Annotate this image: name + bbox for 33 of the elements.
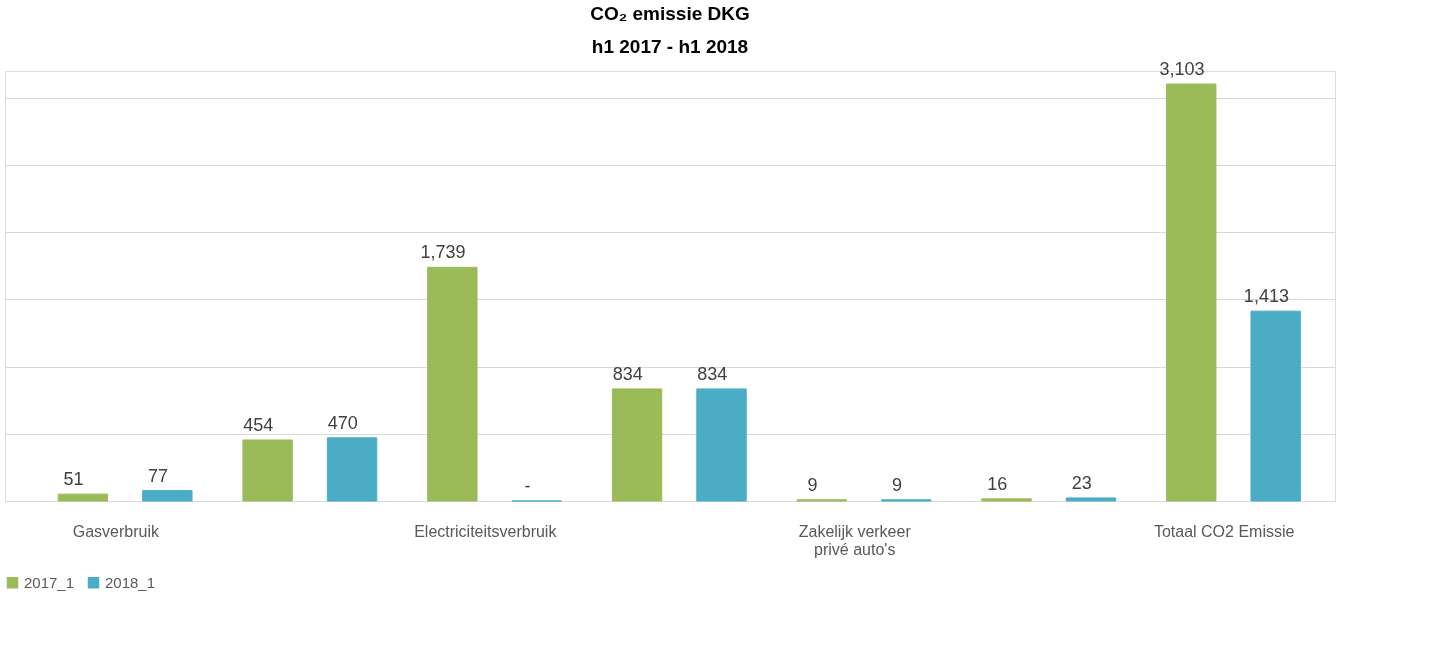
bar (326, 437, 378, 502)
data-label: 834 (612, 363, 643, 384)
bar (427, 266, 478, 502)
data-label: 51 (63, 469, 84, 490)
bar (242, 439, 293, 502)
x-tick-label: Gasverbruik (72, 522, 160, 540)
x-tick-label: Zakelijk verkeer privé auto's (798, 522, 912, 558)
data-label: 9 (807, 474, 818, 495)
chart-title: CO₂ emissie DKG (590, 3, 750, 25)
bar (142, 490, 193, 502)
data-label: 470 (327, 412, 358, 433)
bar (981, 498, 1032, 502)
data-label: 9 (891, 474, 902, 495)
data-label: 834 (697, 363, 728, 384)
data-label: 454 (243, 414, 274, 435)
bar (1166, 83, 1217, 502)
chart-subtitle: h1 2017 - h1 2018 (591, 36, 749, 58)
data-label: 1,739 (420, 242, 466, 263)
data-label: 16 (987, 473, 1008, 494)
legend-label: 2018_1 (105, 573, 156, 591)
data-label: 23 (1071, 472, 1092, 493)
legend-label: 2017_1 (24, 573, 75, 591)
x-tick-label: Totaal CO2 Emissie (1153, 522, 1295, 540)
x-tick-label: Electriciteitsverbruik (414, 522, 558, 540)
data-label: 3,103 (1159, 59, 1205, 80)
data-label: 77 (148, 465, 169, 486)
bar (696, 388, 747, 502)
data-label: - (524, 476, 531, 496)
bar (57, 493, 109, 502)
bar (1250, 310, 1301, 502)
data-label: 1,413 (1243, 286, 1289, 307)
bar (611, 388, 663, 502)
bar (1065, 497, 1117, 502)
